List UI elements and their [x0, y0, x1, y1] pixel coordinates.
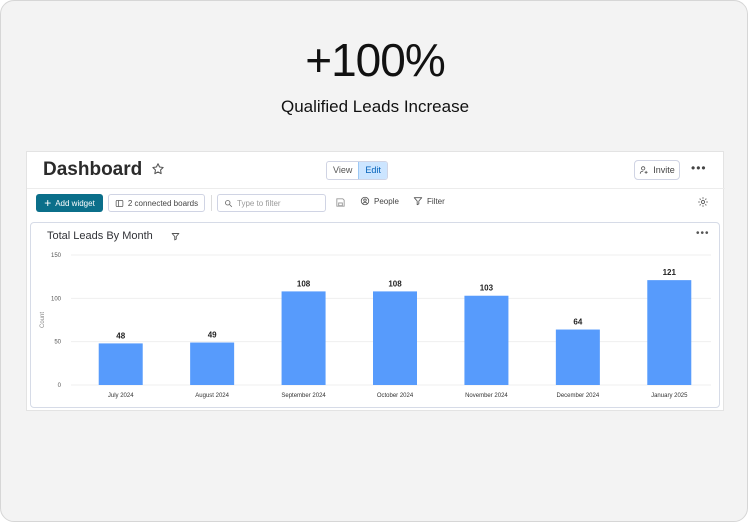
x-tick-label: September 2024	[281, 393, 326, 399]
bar	[98, 343, 143, 385]
add-widget-button[interactable]: + Add widget	[36, 194, 103, 212]
filter-icon	[413, 197, 423, 206]
board-icon	[115, 199, 124, 207]
chart-widget: Total Leads By Month ••• 0 50 100 150 Count 4…	[30, 222, 720, 408]
dashboard-toolbar: + Add widget 2 connected boards	[27, 188, 725, 216]
bar	[555, 329, 600, 385]
x-tick-label: July 2024	[108, 393, 134, 399]
filter-icon[interactable]	[171, 232, 180, 241]
page-title: Dashboard	[43, 159, 143, 180]
bar	[373, 291, 417, 385]
bar-value-label: 121	[663, 268, 677, 277]
y-axis-label: Count	[40, 312, 46, 328]
plus-icon: +	[44, 196, 52, 210]
view-mode-toggle: View Edit	[326, 161, 388, 180]
filter-search-field[interactable]	[217, 194, 326, 212]
connected-boards-button[interactable]: 2 connected boards	[108, 194, 205, 212]
x-tick-label: August 2024	[195, 393, 229, 399]
y-tick-label: 0	[58, 383, 62, 389]
x-tick-label: October 2024	[377, 393, 414, 399]
bar	[464, 295, 509, 385]
bar	[647, 280, 692, 385]
filter-label: Filter	[427, 196, 445, 206]
add-person-icon	[640, 166, 648, 174]
bar-value-label: 108	[388, 279, 402, 288]
invite-label: Invite	[653, 165, 675, 175]
bar-value-label: 64	[573, 318, 582, 327]
bar-chart: 0 50 100 150 Count 48 July 2024 49 August 2024 10…	[40, 253, 711, 399]
widget-more-icon[interactable]: •••	[696, 228, 710, 239]
invite-button[interactable]: Invite	[634, 160, 680, 180]
bar-value-label: 103	[480, 284, 494, 293]
y-tick-label: 100	[51, 296, 62, 302]
toolbar-divider	[211, 195, 212, 211]
widget-title: Total Leads By Month	[47, 230, 153, 242]
search-icon	[225, 199, 233, 207]
star-icon[interactable]	[151, 162, 165, 176]
y-tick-label: 150	[51, 253, 62, 259]
save-icon[interactable]	[335, 197, 346, 208]
headline-caption: Qualified Leads Increase	[280, 97, 470, 116]
bar-value-label: 49	[208, 331, 217, 340]
x-tick-label: November 2024	[465, 393, 508, 399]
bar	[281, 291, 326, 385]
people-label: People	[374, 196, 399, 206]
dashboard-window: Dashboard View Edit Invite ••• + Add wid…	[26, 151, 725, 411]
more-options-icon[interactable]: •••	[691, 161, 707, 175]
x-tick-label: January 2025	[651, 393, 688, 399]
y-tick-label: 50	[54, 340, 61, 346]
filter-button[interactable]: Filter	[413, 196, 445, 206]
connected-boards-label: 2 connected boards	[127, 198, 199, 208]
people-filter-button[interactable]: People	[360, 196, 399, 206]
person-icon	[360, 196, 370, 206]
filter-input[interactable]	[237, 198, 317, 208]
bar	[190, 342, 235, 385]
edit-mode-button[interactable]: Edit	[358, 162, 387, 179]
bar-value-label: 108	[297, 279, 311, 288]
add-widget-label: Add widget	[55, 198, 95, 208]
gear-icon[interactable]	[697, 196, 709, 208]
bar-value-label: 48	[116, 331, 125, 340]
headline-stat: +100%	[305, 34, 446, 86]
x-tick-label: December 2024	[557, 393, 600, 399]
view-mode-button[interactable]: View	[333, 165, 353, 175]
